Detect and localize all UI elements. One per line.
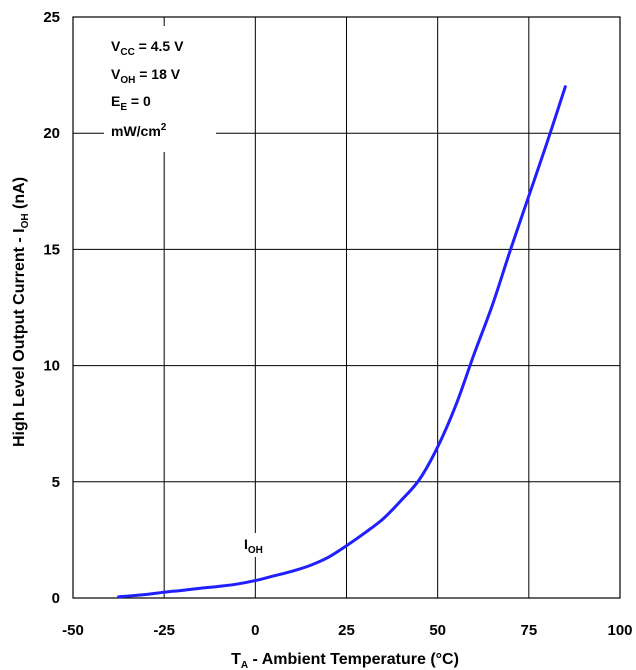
x-tick-label: -50 bbox=[62, 622, 84, 639]
y-tick-label: 10 bbox=[43, 358, 60, 375]
plot-frame bbox=[72, 16, 621, 599]
x-axis-title: TA - Ambient Temperature (°C) bbox=[231, 651, 459, 670]
y-tick-label: 15 bbox=[43, 241, 60, 258]
x-tick-label: -25 bbox=[153, 622, 175, 639]
tick-label-layer: -50 -25 0 25 50 75 100 0 5 10 15 20 25 bbox=[43, 9, 632, 639]
conditions-box bbox=[104, 26, 216, 152]
series-line-ioh bbox=[117, 85, 567, 599]
condition-label: EE = 0 bbox=[111, 93, 151, 113]
x-tick-label: 100 bbox=[607, 622, 632, 639]
x-tick-label: 50 bbox=[429, 622, 446, 639]
series-label: IOH bbox=[244, 536, 263, 556]
x-tick-label: 25 bbox=[338, 622, 355, 639]
y-tick-label: 5 bbox=[52, 474, 60, 491]
condition-label: mW/cm2 bbox=[111, 122, 167, 139]
axis-layer bbox=[72, 16, 621, 599]
condition-label: VCC = 4.5 V bbox=[111, 38, 184, 58]
condition-label: VOH = 18 V bbox=[111, 66, 181, 86]
series-label-backing bbox=[240, 533, 270, 557]
y-tick-label: 0 bbox=[52, 590, 60, 607]
annotation-layer: TA - Ambient Temperature (°C) High Level … bbox=[11, 26, 459, 670]
x-tick-label: 75 bbox=[520, 622, 537, 639]
y-axis-title: High Level Output Current - IOH (nA) bbox=[11, 177, 31, 447]
y-tick-label: 20 bbox=[43, 125, 60, 142]
line-layer bbox=[117, 85, 567, 599]
y-tick-label: 25 bbox=[43, 9, 60, 26]
x-tick-label: 0 bbox=[251, 622, 259, 639]
